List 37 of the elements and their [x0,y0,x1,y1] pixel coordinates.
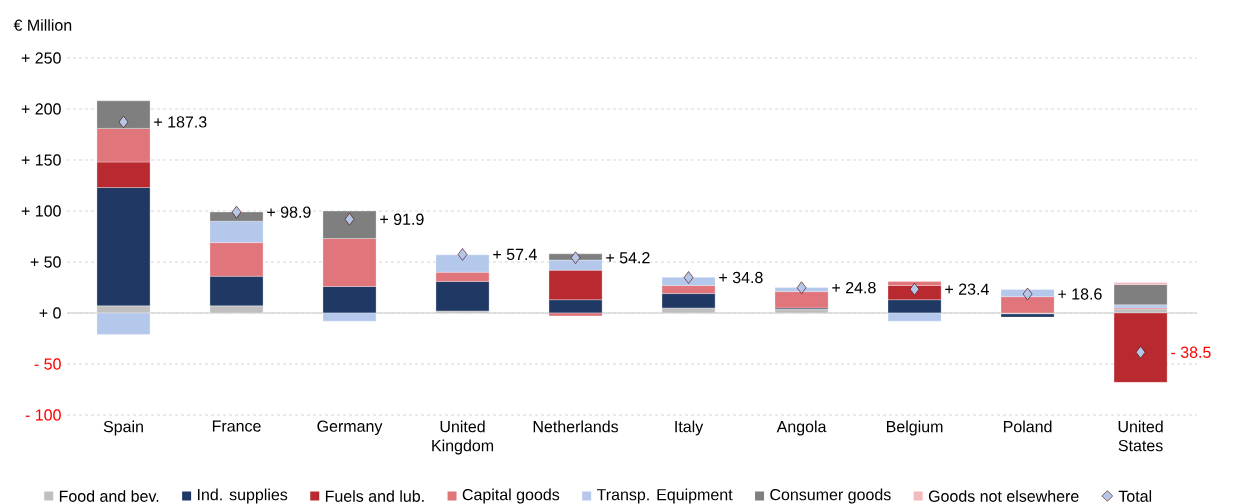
x-tick-label: Belgium [886,420,943,436]
legend-label: Food and bev. [59,490,159,502]
x-tick-label: Angola [776,420,827,436]
y-tick-label: - 50 [34,358,61,370]
legend-label: Total [1118,490,1152,502]
x-tick-label: United Kingdom [432,420,494,455]
legend-label: Transp. Equipment [596,488,733,504]
y-tick-label: + 50 [30,256,61,268]
legend-label: Capital goods [462,488,560,504]
legend-label: Fuels and lub. [325,490,424,502]
data-label: + 34.8 [719,271,763,284]
x-tick-label: Poland [1003,420,1052,433]
y-tick-label: + 150 [21,154,61,166]
legend-label: Goods not elsewhere [928,490,1079,502]
data-label: + 91.9 [380,213,424,225]
legend-label: Ind. supplies [197,488,288,504]
data-label: + 18.6 [1058,288,1102,300]
x-tick-label: Spain [103,420,143,436]
x-tick-label: United States [1118,420,1163,452]
x-tick-label: France [212,420,261,432]
y-tick-label: - 100 [25,409,61,421]
y-tick-label: + 250 [21,52,61,64]
y-tick-label: + 100 [21,205,61,217]
legend-label: Consumer goods [770,488,891,504]
x-tick-label: Germany [317,420,383,436]
y-axis-title: € Million [13,19,72,31]
data-label: + 187.3 [154,116,207,128]
data-label: + 54.2 [606,252,650,264]
data-label: - 38.5 [1171,346,1211,358]
x-tick-label: Netherlands [533,420,619,433]
data-label: + 57.4 [493,248,537,261]
x-tick-label: Italy [675,420,704,436]
y-tick-label: + 0 [39,307,61,319]
data-label: + 23.4 [945,283,989,295]
data-label: + 98.9 [267,206,311,218]
y-tick-label: + 200 [21,103,61,115]
data-label: + 24.8 [832,282,876,294]
